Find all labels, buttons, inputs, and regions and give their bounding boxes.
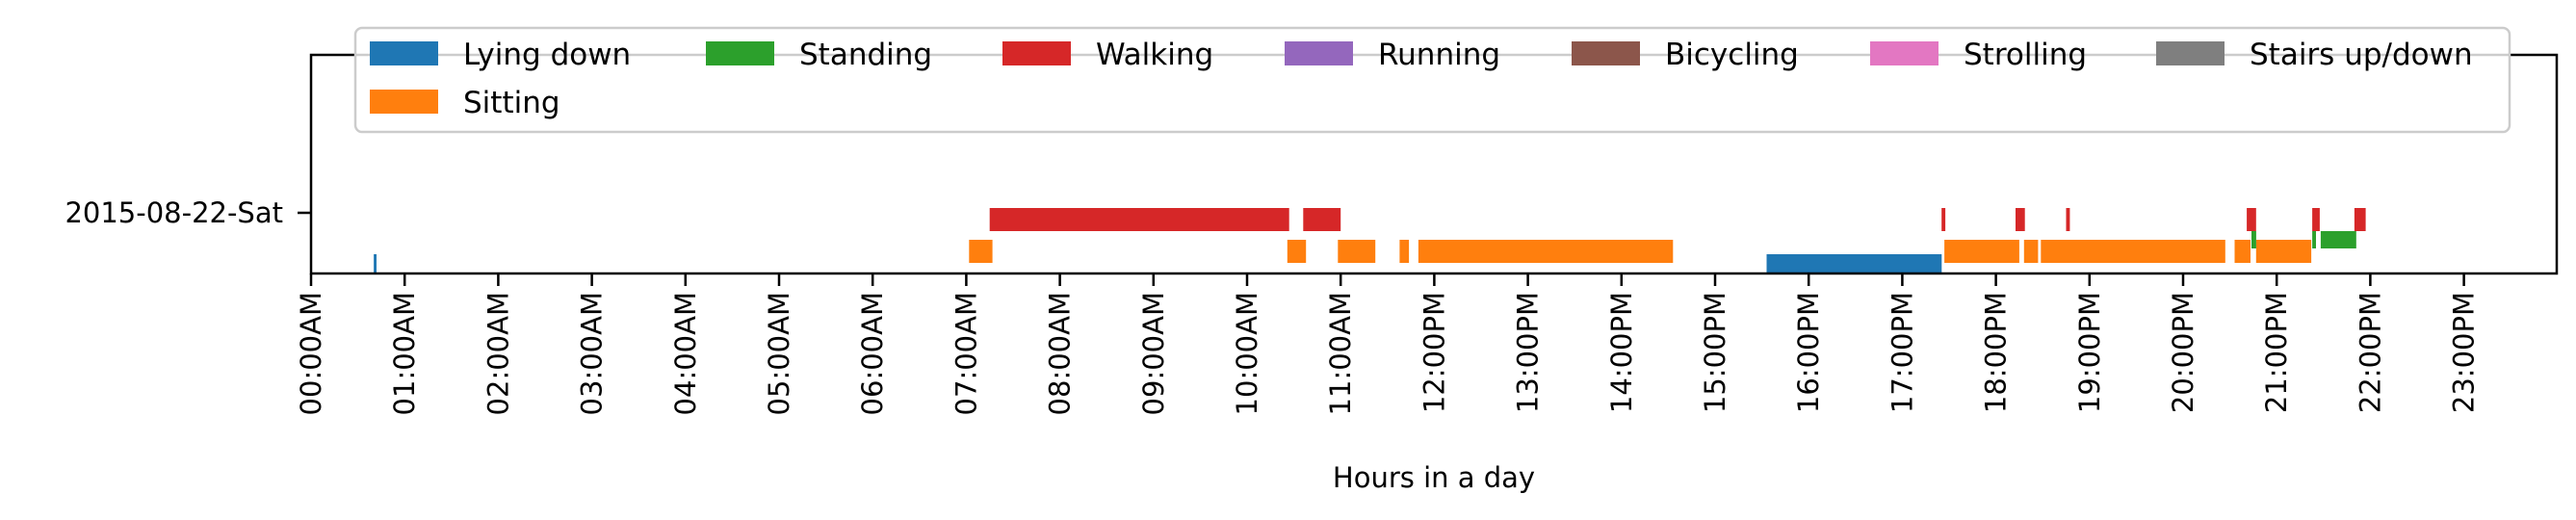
x-tick-label: 19:00PM: [2073, 292, 2106, 413]
legend-swatch-lying-down: [370, 41, 438, 65]
x-tick-label: 17:00PM: [1886, 292, 1918, 413]
legend-label-bicycling: Bicycling: [1665, 38, 1799, 72]
y-axis: 2015-08-22-Sat: [65, 196, 311, 229]
x-tick-label: 18:00PM: [1980, 292, 2013, 413]
x-tick-label: 00:00AM: [295, 292, 327, 415]
walking-bar: [989, 208, 1289, 231]
legend-label-stairs-up-down: Stairs up/down: [2250, 38, 2473, 72]
x-tick-label: 06:00AM: [856, 292, 889, 415]
x-axis-label: Hours in a day: [1333, 461, 1535, 494]
x-tick-label: 07:00AM: [950, 292, 982, 415]
x-tick-label: 13:00PM: [1512, 292, 1545, 413]
walking-bar: [1303, 208, 1341, 231]
legend-label-strolling: Strolling: [1964, 38, 2087, 72]
x-tick-label: 12:00PM: [1418, 292, 1450, 413]
sitting-bar: [2023, 240, 2039, 263]
sitting-bar: [1418, 240, 1674, 263]
activity-bars: [374, 208, 2366, 273]
sitting-bar: [1399, 240, 1410, 263]
x-tick-label: 01:00AM: [388, 292, 421, 415]
sitting-bar: [2255, 240, 2312, 263]
x-tick-label: 16:00PM: [1792, 292, 1825, 413]
x-tick-label: 02:00AM: [481, 292, 514, 415]
walking-bar: [2312, 208, 2320, 231]
legend-label-running: Running: [1378, 38, 1500, 72]
sitting-bar: [2234, 240, 2251, 263]
sitting-bar: [1944, 240, 2019, 263]
lying-down-bar: [374, 254, 377, 273]
walking-bar: [2016, 208, 2025, 231]
x-tick-label: 20:00PM: [2167, 292, 2199, 413]
legend-swatch-standing: [706, 41, 774, 65]
walking-bar: [2247, 208, 2256, 231]
lying-down-bar: [1766, 254, 1942, 273]
legend-swatch-bicycling: [1572, 41, 1640, 65]
legend-swatch-walking: [1002, 41, 1071, 65]
standing-bar: [2320, 231, 2356, 248]
legend-swatch-running: [1285, 41, 1353, 65]
x-tick-label: 03:00AM: [576, 292, 609, 415]
legend-box: [353, 26, 2511, 134]
standing-bar: [2251, 231, 2256, 248]
x-tick-label: 22:00PM: [2354, 292, 2386, 413]
walking-bar: [2354, 208, 2366, 231]
x-tick-label: 23:00PM: [2448, 292, 2481, 413]
y-tick-label: 2015-08-22-Sat: [65, 196, 283, 229]
legend-swatch-strolling: [1870, 41, 1939, 65]
legend-swatch-sitting: [370, 90, 438, 114]
x-axis: 00:00AM 01:00AM 02:00AM 03:00AM 04:00AM 05:00…: [295, 273, 2481, 415]
legend-label-walking: Walking: [1096, 38, 1213, 72]
legend-swatch-stairs-up-down: [2156, 41, 2225, 65]
sitting-bar: [1287, 240, 1307, 263]
standing-bar: [2312, 231, 2316, 248]
walking-bar: [2066, 208, 2070, 231]
x-tick-label: 14:00PM: [1605, 292, 1638, 413]
x-tick-label: 09:00AM: [1137, 292, 1170, 415]
x-tick-label: 05:00AM: [763, 292, 795, 415]
x-tick-label: 08:00AM: [1044, 292, 1077, 415]
sitting-bar: [969, 240, 993, 263]
legend-label-sitting: Sitting: [463, 86, 560, 120]
x-tick-label: 04:00AM: [669, 292, 702, 415]
walking-bar: [1941, 208, 1946, 231]
x-tick-label: 15:00PM: [1699, 292, 1731, 413]
legend-label-standing: Standing: [799, 38, 932, 72]
sitting-bar: [1338, 240, 1376, 263]
sitting-bar: [2041, 240, 2225, 263]
x-tick-label: 11:00AM: [1324, 292, 1357, 415]
x-tick-label: 21:00PM: [2260, 292, 2293, 413]
legend: Lying down Standing Walking Running Bicyclin…: [353, 26, 2511, 134]
x-tick-label: 10:00AM: [1231, 292, 1263, 415]
legend-label-lying-down: Lying down: [463, 38, 631, 72]
